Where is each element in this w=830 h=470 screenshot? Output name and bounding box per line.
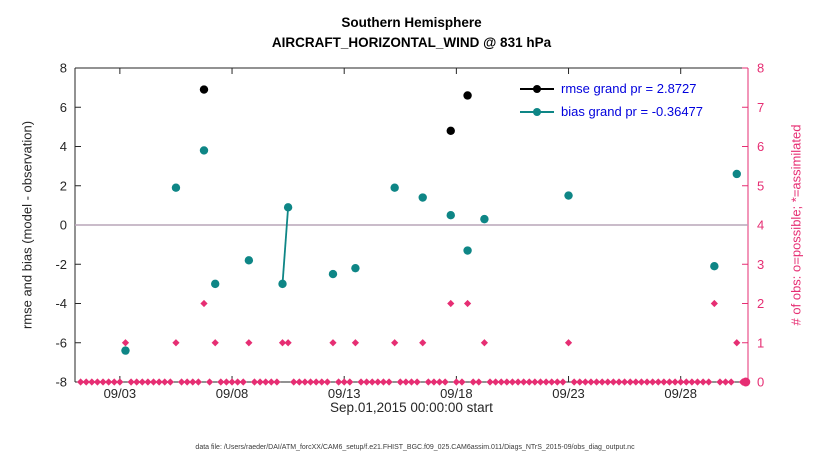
- svg-text:4: 4: [757, 218, 764, 233]
- bias-line-dot-marker: [520, 107, 554, 117]
- svg-text:09/28: 09/28: [664, 386, 697, 401]
- svg-text:1: 1: [757, 335, 764, 350]
- svg-text:2: 2: [60, 178, 67, 193]
- svg-text:2: 2: [757, 296, 764, 311]
- svg-text:0: 0: [60, 218, 67, 233]
- svg-text:-2: -2: [55, 257, 67, 272]
- x-axis-label: Sep.01,2015 00:00:00 start: [330, 400, 493, 415]
- legend: rmse grand pr = 2.8727 bias grand pr = -…: [520, 77, 703, 123]
- svg-text:09/13: 09/13: [328, 386, 361, 401]
- right-y-axis-label: # of obs: o=possible; *=assimilated: [788, 124, 804, 326]
- svg-text:09/03: 09/03: [104, 386, 137, 401]
- svg-text:5: 5: [757, 178, 764, 193]
- svg-text:4: 4: [60, 139, 67, 154]
- svg-text:6: 6: [60, 100, 67, 115]
- svg-text:09/08: 09/08: [216, 386, 249, 401]
- svg-text:-4: -4: [55, 296, 67, 311]
- svg-text:8: 8: [757, 61, 764, 76]
- data-file-caption: data file: /Users/raeder/DAI/ATM_forcXX/…: [195, 444, 635, 451]
- title-line-2: AIRCRAFT_HORIZONTAL_WIND @ 831 hPa: [271, 35, 552, 50]
- svg-text:6: 6: [757, 139, 764, 154]
- svg-text:8: 8: [60, 61, 67, 76]
- rmse-line-dot-marker: [520, 84, 554, 94]
- svg-text:09/18: 09/18: [440, 386, 473, 401]
- svg-text:7: 7: [757, 100, 764, 115]
- chart-title: Southern Hemisphere AIRCRAFT_HORIZONTAL_…: [75, 13, 748, 53]
- svg-text:-6: -6: [55, 335, 67, 350]
- rmse-legend-label: rmse grand pr = 2.8727: [561, 81, 697, 96]
- title-line-1: Southern Hemisphere: [341, 15, 482, 30]
- svg-text:3: 3: [757, 257, 764, 272]
- legend-entry-bias: bias grand pr = -0.36477: [520, 100, 703, 123]
- svg-text:0: 0: [757, 375, 764, 390]
- left-y-axis-label: rmse and bias (model - observation): [19, 120, 35, 330]
- svg-text:-8: -8: [55, 375, 67, 390]
- legend-entry-rmse: rmse grand pr = 2.8727: [520, 77, 703, 100]
- svg-text:09/23: 09/23: [552, 386, 585, 401]
- bias-legend-label: bias grand pr = -0.36477: [561, 104, 704, 119]
